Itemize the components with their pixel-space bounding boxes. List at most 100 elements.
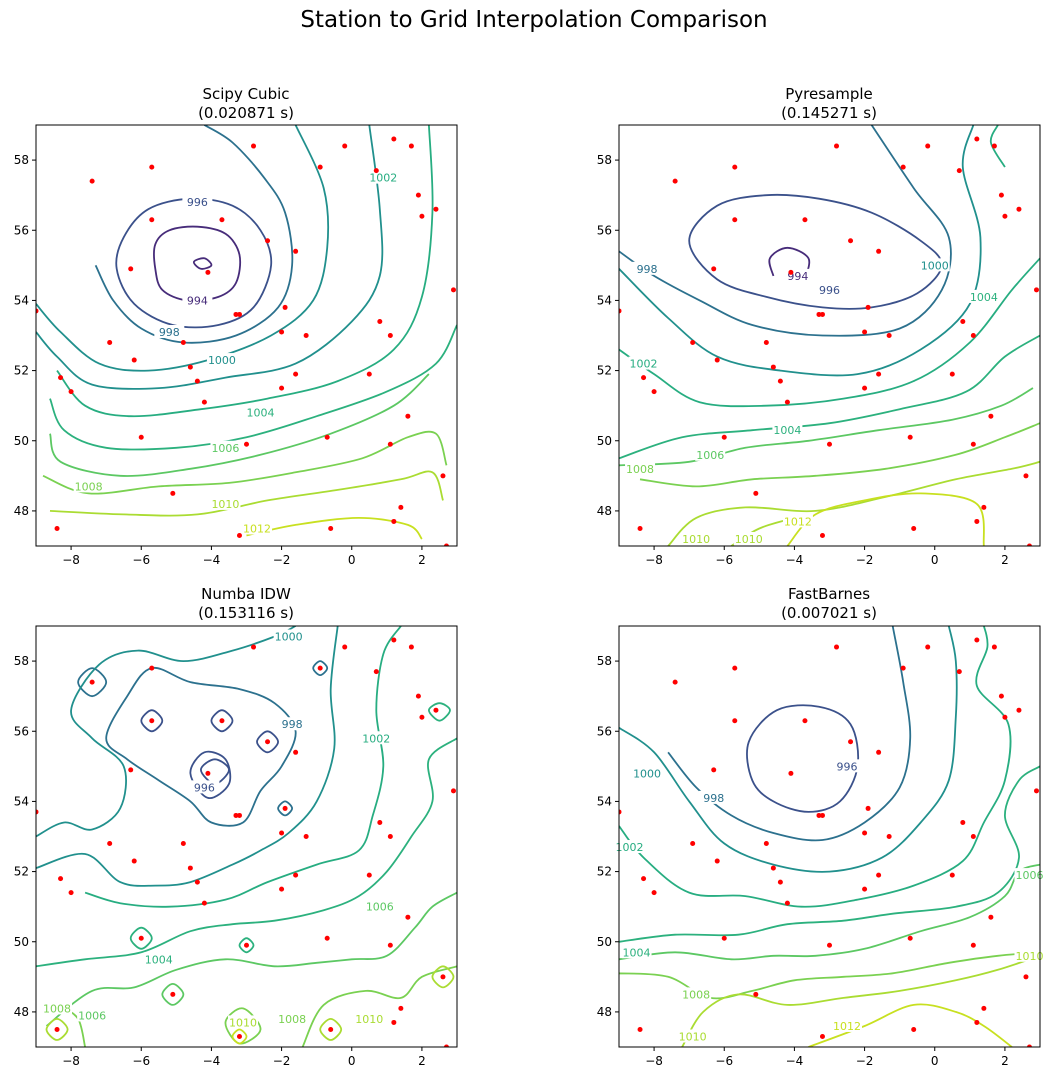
contour-label-bg <box>782 514 813 528</box>
station-point <box>721 434 727 440</box>
contour-label: 1008 <box>75 480 103 493</box>
contour-line-1004 <box>619 334 1040 460</box>
panel-numba-idw: Numba IDW (0.153116 s) 10009981002996100… <box>14 585 458 1068</box>
station-point <box>201 399 207 405</box>
station-point <box>405 413 411 419</box>
x-tick-label: −4 <box>203 1054 221 1068</box>
y-tick-label: 50 <box>597 434 612 448</box>
panel-title: FastBarnes <box>788 585 870 603</box>
station-point <box>279 385 285 391</box>
station-point <box>373 168 379 174</box>
station-point <box>819 1033 825 1039</box>
station-point <box>763 841 769 847</box>
station-point <box>282 805 288 811</box>
station-point <box>827 942 832 948</box>
station-point <box>651 389 657 395</box>
contour-line-1010 <box>667 460 1040 546</box>
station-point <box>900 665 906 671</box>
station-point <box>236 812 242 818</box>
station-point <box>714 858 720 864</box>
station-point <box>149 718 155 724</box>
station-point <box>732 217 738 223</box>
contour-line-998 <box>77 667 108 698</box>
station-point <box>862 830 868 836</box>
y-tick-label: 58 <box>14 654 29 668</box>
contour-line-996 <box>189 750 232 799</box>
station-point <box>219 718 225 724</box>
station-point <box>907 434 913 440</box>
station-point <box>876 371 882 377</box>
contour-label-bg <box>182 195 213 209</box>
y-tick-label: 48 <box>597 504 612 518</box>
contour-label: 998 <box>703 792 724 805</box>
station-point <box>777 378 783 384</box>
station-point <box>619 809 622 815</box>
station-point <box>387 441 393 447</box>
station-point <box>89 178 95 184</box>
station-point <box>862 329 868 335</box>
contour-label-bg <box>364 899 395 913</box>
station-point <box>433 206 439 212</box>
station-point <box>981 504 987 510</box>
station-point <box>236 532 242 538</box>
contour-line-1004 <box>129 926 153 950</box>
station-point <box>690 841 696 847</box>
contour-line-1010 <box>681 954 1040 1047</box>
contour-label: 1010 <box>1015 950 1043 963</box>
contour-line-1004 <box>238 937 255 954</box>
y-tick-label: 52 <box>14 364 29 378</box>
station-point <box>317 164 323 170</box>
y-tick-label: 48 <box>597 1005 612 1019</box>
station-point <box>637 525 643 531</box>
station-point <box>201 900 207 906</box>
x-tick-label: −4 <box>786 1054 804 1068</box>
contour-label-bg <box>354 1011 385 1025</box>
station-point <box>848 739 854 745</box>
contour-label-bg <box>143 952 174 966</box>
station-point <box>170 991 176 997</box>
contour-label-bg <box>695 447 726 461</box>
y-tick-label: 50 <box>14 935 29 949</box>
contour-label-bg <box>277 1011 308 1025</box>
contour-line-1002 <box>989 125 1006 168</box>
contour-label: 996 <box>819 284 840 297</box>
x-tick-label: 0 <box>348 553 356 567</box>
panel-title: Numba IDW <box>201 585 291 603</box>
y-tick-label: 50 <box>14 434 29 448</box>
contour-label: 998 <box>159 326 180 339</box>
contour-label: 1010 <box>355 1013 383 1026</box>
y-tick-label: 54 <box>597 293 612 307</box>
contour-line-1000 <box>36 626 297 838</box>
station-point <box>36 308 39 314</box>
contour-line-1000 <box>36 125 384 390</box>
station-point <box>998 192 1004 198</box>
station-point <box>149 164 155 170</box>
station-point <box>876 248 882 254</box>
station-point <box>194 378 200 384</box>
station-point <box>991 143 997 149</box>
station-point <box>265 238 271 244</box>
contour-label: 1002 <box>362 732 390 745</box>
x-tick-label: −8 <box>645 553 663 567</box>
station-point <box>1023 974 1029 980</box>
contour-line-1010 <box>45 1017 69 1041</box>
station-point <box>251 143 257 149</box>
contour-label-bg <box>677 1029 708 1043</box>
x-tick-label: −4 <box>786 553 804 567</box>
station-point <box>415 192 421 198</box>
contour-label-bg <box>368 170 399 184</box>
plot-area-fastbarnes: 996 1000 998 1002 1006 1004 1010 1008 1010 1012 −8… <box>597 625 1045 1068</box>
x-tick-label: 0 <box>931 553 939 567</box>
station-point <box>293 248 299 254</box>
contour-line-1000 <box>36 125 330 372</box>
panel-title: Pyresample <box>785 85 873 103</box>
station-point <box>721 935 727 941</box>
contour-line-996 <box>210 709 234 733</box>
station-point <box>293 371 299 377</box>
station-point <box>328 525 334 531</box>
contour-label-bg <box>628 356 659 370</box>
station-point <box>391 136 397 142</box>
contour-label-bg <box>632 766 663 780</box>
station-point <box>205 770 211 776</box>
contour-line-996 <box>256 730 280 754</box>
